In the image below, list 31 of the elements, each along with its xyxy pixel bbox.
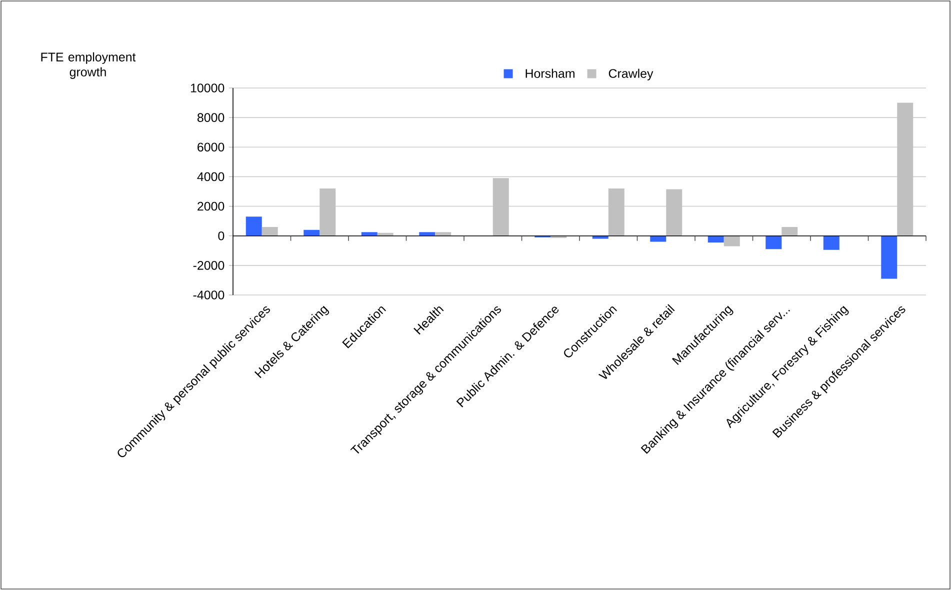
y-tick-label: 2000 — [198, 202, 224, 211]
bar — [897, 102, 914, 236]
legend-label: Crawley — [608, 68, 654, 80]
y-tick-label: -4000 — [193, 290, 224, 300]
legend-label: Horsham — [526, 68, 574, 78]
bar — [592, 236, 608, 239]
bar — [492, 178, 509, 236]
bar — [435, 232, 452, 236]
bar — [361, 232, 378, 236]
bar — [708, 236, 724, 242]
y-tick-label: 0 — [218, 231, 224, 240]
bar — [650, 236, 666, 242]
bar — [608, 188, 624, 236]
y-tick-label: 8000 — [198, 113, 224, 122]
y-tick-label: 10000 — [190, 84, 224, 92]
y-axis-title: FTE employment growth — [41, 52, 136, 79]
y-tick-label: 4000 — [197, 172, 224, 182]
bar — [262, 226, 278, 236]
bar — [550, 236, 567, 238]
bar — [766, 236, 782, 250]
y-tick-label: 6000 — [198, 142, 224, 152]
bar — [246, 216, 262, 236]
y-tick-label: -2000 — [193, 261, 224, 270]
bar — [724, 236, 740, 246]
bar — [304, 230, 320, 236]
bar — [419, 232, 436, 236]
bar — [782, 226, 798, 236]
bar — [320, 188, 336, 236]
bar — [881, 236, 898, 279]
bar — [666, 189, 682, 236]
bar — [823, 236, 840, 250]
